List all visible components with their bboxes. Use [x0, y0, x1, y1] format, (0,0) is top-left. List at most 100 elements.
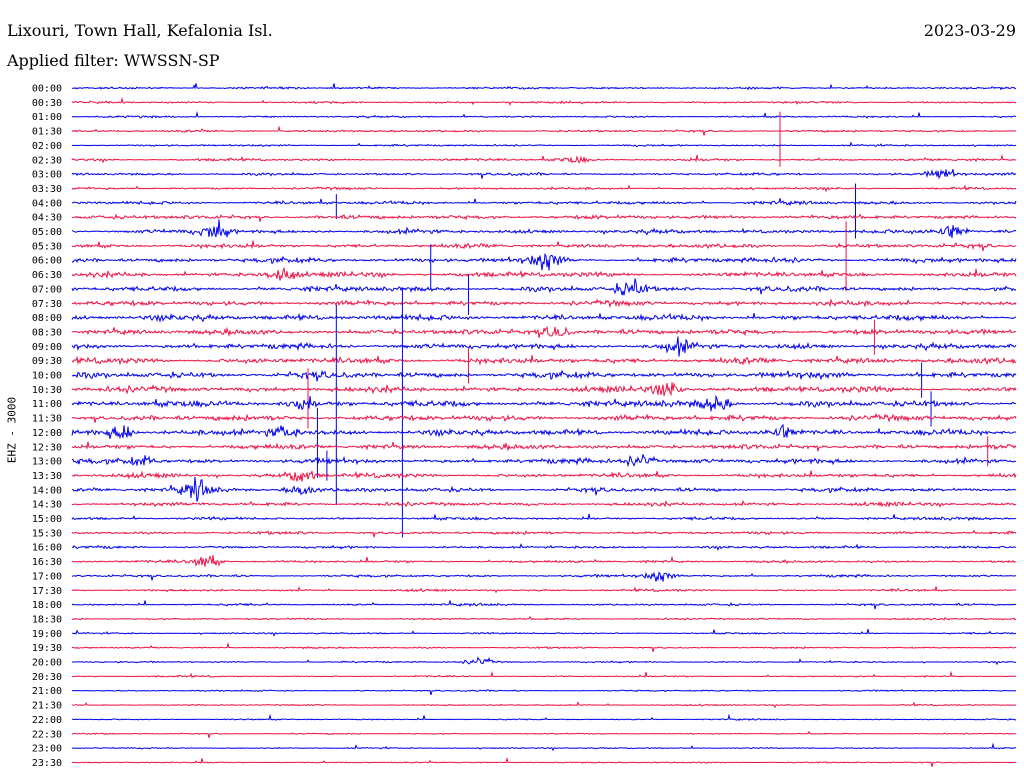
trace-line [71, 586, 1017, 594]
time-tick-label: 22:30 [32, 729, 62, 740]
time-tick-label: 09:30 [32, 356, 62, 367]
trace-line [71, 423, 1017, 440]
time-tick-label: 17:30 [32, 586, 62, 597]
time-tick-label: 05:00 [32, 227, 62, 238]
trace-line [72, 141, 1017, 148]
trace-line [71, 554, 1016, 567]
trace-line [71, 412, 1017, 423]
time-tick-label: 21:30 [32, 701, 62, 712]
trace-line [71, 382, 1017, 397]
time-tick-label: 08:30 [32, 327, 62, 338]
time-tick-label: 12:00 [32, 428, 62, 439]
time-tick-label: 20:30 [32, 672, 62, 683]
trace-line [71, 454, 1017, 468]
time-tick-label: 10:00 [32, 371, 62, 382]
time-tick-label: 15:30 [32, 528, 62, 539]
trace-line [71, 441, 1017, 452]
time-tick-label: 02:00 [32, 141, 62, 152]
time-tick-label: 04:30 [32, 213, 62, 224]
time-tick-label: 02:30 [32, 155, 62, 166]
trace-line [71, 266, 1017, 281]
trace-line [71, 571, 1017, 582]
time-tick-label: 15:00 [32, 514, 62, 525]
trace-line [71, 213, 1017, 222]
time-tick-label: 19:00 [32, 629, 62, 640]
time-tick-label: 21:00 [32, 686, 62, 697]
trace-line [71, 168, 1017, 180]
time-tick-label: 20:00 [32, 658, 62, 669]
trace-line [71, 184, 1017, 193]
time-tick-label: 14:00 [32, 485, 62, 496]
time-tick-label: 06:00 [32, 256, 62, 267]
time-tick-label: 04:00 [32, 198, 62, 209]
trace-line [71, 600, 1016, 610]
time-tick-label: 19:30 [32, 643, 62, 654]
time-tick-label: 01:00 [32, 112, 62, 123]
trace-line [71, 83, 1017, 91]
time-tick-label: 22:00 [32, 715, 62, 726]
trace-line [71, 298, 1017, 309]
time-tick-label: 03:00 [32, 170, 62, 181]
time-tick-label: 08:00 [32, 313, 62, 324]
trace-line [71, 642, 1017, 653]
trace-line [71, 240, 1017, 252]
trace-line [71, 513, 1017, 522]
time-tick-label: 07:30 [32, 299, 62, 310]
time-tick-label: 13:00 [32, 457, 62, 468]
trace-line [72, 326, 1017, 338]
time-tick-label: 23:30 [32, 758, 62, 769]
trace-line [71, 529, 1017, 538]
time-tick-label: 16:30 [32, 557, 62, 568]
time-tick-labels: 00:00 00:30 01:00 01:30 02:00 02:30 03:00 03:30… [32, 84, 62, 769]
time-tick-label: 14:30 [32, 500, 62, 511]
time-tick-label: 10:30 [32, 385, 62, 396]
time-tick-label: 01:30 [32, 127, 62, 138]
time-tick-label: 18:30 [32, 614, 62, 625]
time-tick-label: 06:30 [32, 270, 62, 281]
time-tick-label: 18:00 [32, 600, 62, 611]
trace-line [71, 628, 1016, 637]
time-tick-label: 11:00 [32, 399, 62, 410]
time-tick-label: 23:00 [32, 744, 62, 755]
trace-line [71, 125, 1017, 136]
trace-line [71, 742, 1017, 752]
filter-label: Applied filter: WWSSN-SP [7, 51, 220, 70]
trace-line [71, 476, 1017, 502]
time-tick-label: 12:30 [32, 442, 62, 453]
trace-line [71, 670, 1017, 679]
trace-line [71, 312, 1016, 323]
trace-line [71, 278, 1017, 296]
trace-line [71, 701, 1017, 709]
trace-line [71, 252, 1017, 271]
time-tick-label: 00:00 [32, 84, 62, 95]
trace-line [71, 730, 1017, 739]
trace-line [71, 394, 1017, 412]
trace-line [71, 153, 1016, 164]
trace-line [71, 543, 1017, 552]
trace-line [72, 689, 1017, 696]
trace-line [71, 355, 1017, 366]
trace-line [71, 713, 1017, 722]
trace-line [72, 111, 1017, 119]
time-tick-label: 16:00 [32, 543, 62, 554]
seismic-traces [71, 83, 1017, 767]
time-tick-label: 09:00 [32, 342, 62, 353]
trace-line [71, 96, 1017, 107]
trace-line [71, 656, 1016, 666]
time-tick-label: 00:30 [32, 98, 62, 109]
trace-line [71, 336, 1017, 357]
trace-line [71, 198, 1017, 207]
time-tick-label: 07:00 [32, 284, 62, 295]
date-label: 2023-03-29 [923, 21, 1016, 40]
time-tick-label: 11:30 [32, 414, 62, 425]
trace-line [71, 615, 1017, 621]
trace-line [71, 369, 1017, 382]
time-tick-label: 17:00 [32, 571, 62, 582]
time-tick-label: 05:30 [32, 241, 62, 252]
time-tick-label: 03:30 [32, 184, 62, 195]
trace-line [72, 756, 1017, 767]
trace-line [71, 219, 1017, 239]
trace-line [71, 470, 1017, 482]
station-title: Lixouri, Town Hall, Kefalonia Isl. [7, 21, 273, 40]
